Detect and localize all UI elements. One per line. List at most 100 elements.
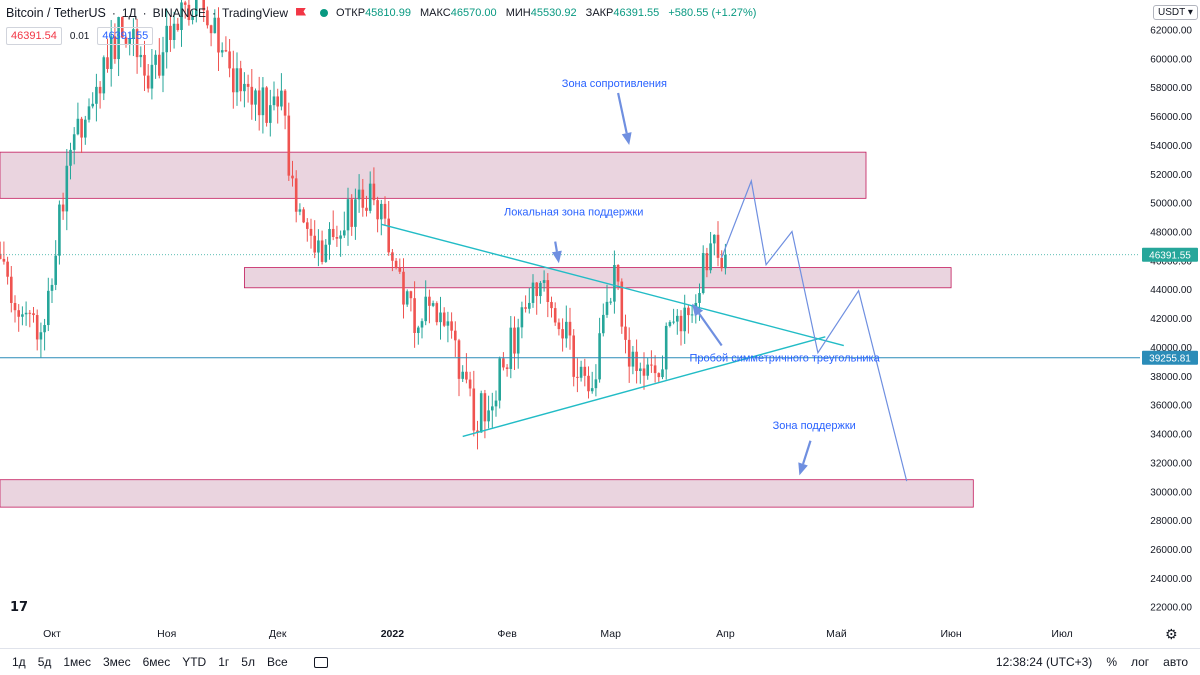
candle-body <box>32 313 35 316</box>
candle-body <box>572 335 575 377</box>
candle-body <box>21 314 24 317</box>
currency-select[interactable]: USDT ▾ <box>1153 5 1198 20</box>
candle-body <box>676 315 679 322</box>
candle-body <box>428 296 431 306</box>
symbol-title[interactable]: Bitcoin / TetherUS <box>6 6 106 20</box>
candle-body <box>487 410 490 422</box>
candle-body <box>350 199 353 227</box>
candle-body <box>550 302 553 309</box>
candle-body <box>102 57 106 94</box>
candle-body <box>357 189 361 200</box>
clock-label[interactable]: 12:38:24 (UTC+3) <box>995 655 1093 669</box>
candle-body <box>383 203 387 219</box>
percent-toggle[interactable]: % <box>1106 655 1117 669</box>
level-badge <box>1142 350 1198 365</box>
range-3m-button[interactable]: 3мес <box>102 655 131 669</box>
sell-button[interactable]: 46391.54 <box>6 27 62 45</box>
range-1y-button[interactable]: 1г <box>218 655 230 669</box>
y-tick-label: 42000.00 <box>1150 314 1192 325</box>
price-chart[interactable]: Зона сопротивления Локальная зона поддерж… <box>0 0 1200 648</box>
annotation-label: Пробой симметричного треугольника <box>689 352 880 364</box>
candle-body <box>535 282 538 297</box>
candle-body <box>117 17 120 60</box>
candle-body <box>520 307 524 328</box>
candle-body <box>405 291 409 305</box>
auto-toggle[interactable]: авто <box>1163 655 1188 669</box>
source-label: TradingView <box>221 6 289 20</box>
gear-icon[interactable]: ⚙ <box>1165 626 1178 642</box>
candle-body <box>616 264 620 282</box>
candle-body <box>631 351 635 367</box>
candle-body <box>47 290 50 326</box>
candle-body <box>483 393 487 422</box>
close-value: 46391.55 <box>613 7 660 19</box>
candle-body <box>313 235 316 253</box>
candle-body <box>413 298 416 333</box>
candle-body <box>565 321 568 339</box>
trendline-triangle-lower <box>462 336 826 438</box>
candle-body <box>109 36 113 69</box>
candle-body <box>542 280 546 283</box>
x-tick-label: Июл <box>1051 628 1072 640</box>
candle-body <box>539 282 542 297</box>
trendline-triangle-upper <box>381 223 844 347</box>
flag-icon[interactable] <box>296 8 306 19</box>
x-tick-label: Мар <box>600 628 621 640</box>
candle-body <box>0 253 2 259</box>
candle-body <box>494 400 498 407</box>
log-toggle[interactable]: лог <box>1130 655 1150 669</box>
candle-body <box>6 261 9 277</box>
candle-body <box>491 406 494 411</box>
y-tick-label: 54000.00 <box>1150 141 1192 152</box>
high-value: 46570.00 <box>450 7 497 19</box>
interval-label[interactable]: 1Д <box>121 6 137 20</box>
candle-body <box>724 254 727 269</box>
last-price-badge <box>1142 247 1198 262</box>
candle-body <box>590 388 594 392</box>
candle-body <box>609 301 612 303</box>
candle-body <box>457 340 461 379</box>
tradingview-logo-icon[interactable]: 17 <box>6 596 32 618</box>
candle-body <box>450 321 453 331</box>
candle-body <box>627 339 631 367</box>
range-1m-button[interactable]: 1мес <box>63 655 91 669</box>
arrow-head <box>621 132 632 145</box>
buy-button[interactable]: 46391.55 <box>97 27 154 45</box>
range-ytd-button[interactable]: YTD <box>182 655 207 669</box>
candle-body <box>13 302 17 311</box>
candle-body <box>124 37 128 44</box>
open-value: 45810.99 <box>365 7 411 19</box>
x-tick-label: Ноя <box>157 628 176 640</box>
range-all-button[interactable]: Все <box>266 655 288 669</box>
candle-body <box>716 234 720 258</box>
range-6m-button[interactable]: 6мес <box>142 655 171 669</box>
candle-body <box>291 175 294 179</box>
candle-body <box>339 235 342 239</box>
candle-body <box>679 315 683 332</box>
separator: · <box>142 6 147 20</box>
candle-body <box>583 366 587 376</box>
candle-body <box>317 240 320 253</box>
annotation-label: Зона сопротивления <box>562 78 667 90</box>
level-badge-label: 39255.81 <box>1149 354 1191 365</box>
candle-body <box>465 371 468 380</box>
candle-body <box>709 243 712 271</box>
chart-header: Bitcoin / TetherUS · 1Д · BINANCE · Trad… <box>0 0 1140 26</box>
candle-body <box>154 54 157 65</box>
candle-body <box>209 25 213 34</box>
range-1d-button[interactable]: 1д <box>12 655 26 669</box>
candle-body <box>76 118 80 135</box>
candle-body <box>509 327 513 369</box>
range-5y-button[interactable]: 5л <box>241 655 255 669</box>
candle-body <box>661 369 664 378</box>
candle-body <box>635 351 638 371</box>
candle-body <box>276 96 279 107</box>
annotation-label: Зона поддержки <box>773 420 856 432</box>
date-range-icon[interactable] <box>313 656 328 668</box>
range-5d-button[interactable]: 5д <box>37 655 52 669</box>
change-value: +580.55 (+1.27%) <box>668 7 757 19</box>
candle-body <box>320 240 324 262</box>
candle-body <box>84 119 87 138</box>
candle-body <box>598 333 601 380</box>
candle-body <box>302 209 305 223</box>
